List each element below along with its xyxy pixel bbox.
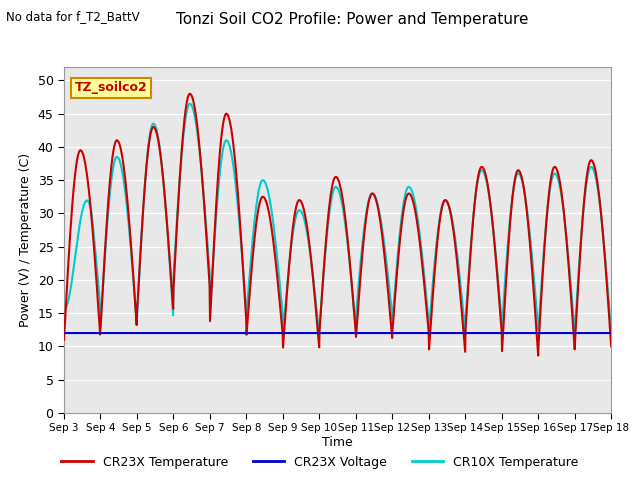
Text: TZ_soilco2: TZ_soilco2 xyxy=(75,82,148,95)
Text: No data for f_T2_BattV: No data for f_T2_BattV xyxy=(6,10,140,23)
X-axis label: Time: Time xyxy=(322,436,353,449)
Text: Tonzi Soil CO2 Profile: Power and Temperature: Tonzi Soil CO2 Profile: Power and Temper… xyxy=(176,12,528,27)
Y-axis label: Power (V) / Temperature (C): Power (V) / Temperature (C) xyxy=(19,153,32,327)
Legend: CR23X Temperature, CR23X Voltage, CR10X Temperature: CR23X Temperature, CR23X Voltage, CR10X … xyxy=(56,451,584,474)
